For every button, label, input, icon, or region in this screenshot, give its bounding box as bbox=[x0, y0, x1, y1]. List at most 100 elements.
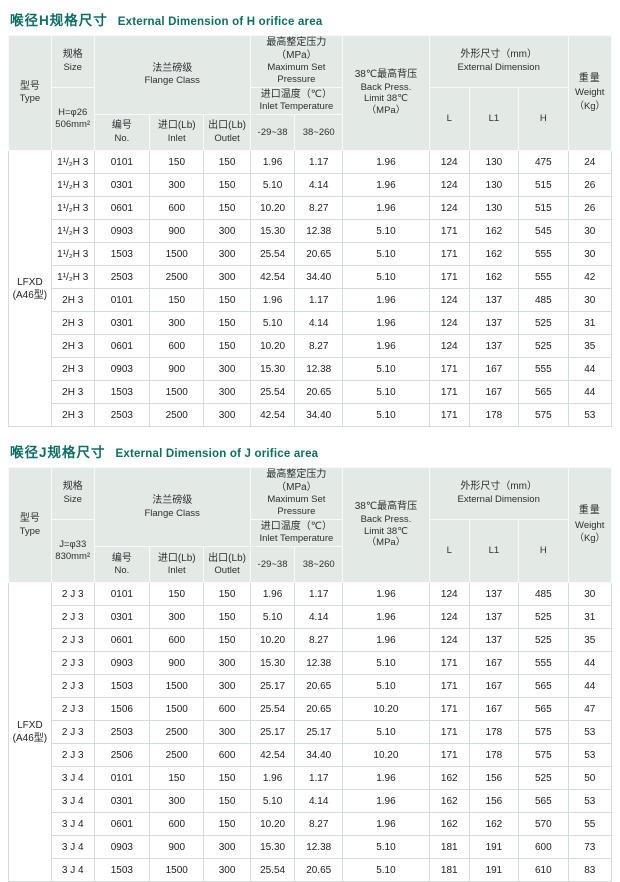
col-header-size: 规格 Size bbox=[50, 467, 95, 520]
outlet-cell: 300 bbox=[203, 357, 251, 382]
h-cell: 525 bbox=[518, 605, 569, 630]
inlet-cell: 1500 bbox=[149, 674, 205, 699]
temp-high-cell: 8.27 bbox=[294, 812, 344, 837]
temp-high-label: 38~260 bbox=[302, 126, 335, 138]
l1-cell: 156 bbox=[468, 766, 520, 791]
outlet-cell: 150 bbox=[203, 288, 251, 313]
temp-high-cell: 1.17 bbox=[294, 766, 344, 791]
col-h-label: H bbox=[539, 113, 547, 124]
col-l-label: L bbox=[446, 545, 452, 557]
h-cell: 545 bbox=[518, 219, 569, 244]
outlet-cell: 150 bbox=[203, 789, 251, 814]
back-press-cell: 1.96 bbox=[342, 766, 430, 791]
col-header-flange-class: 法兰磅级 Flange Class bbox=[93, 34, 251, 116]
temp-low-cell: 15.30 bbox=[249, 219, 296, 244]
weight-cell: 53 bbox=[567, 403, 613, 428]
table-row: 3 J 4 0903 900 300 15.30 12.38 5.10 181 191 600 73 bbox=[9, 835, 613, 860]
temp-high-cell: 20.65 bbox=[294, 674, 344, 699]
back-press-cell: 1.96 bbox=[342, 789, 430, 814]
h-cell: 525 bbox=[518, 766, 569, 791]
l-cell: 124 bbox=[428, 334, 470, 359]
size-cell: 2 J 3 bbox=[50, 651, 95, 676]
dim-en: External Dimension bbox=[457, 61, 540, 73]
weight-cell: 24 bbox=[567, 150, 613, 175]
weight-cell: 83 bbox=[567, 858, 613, 882]
inlet-cell: 150 bbox=[149, 288, 205, 313]
col-header-temp-high: 38~260 bbox=[294, 114, 344, 152]
no-cell: 2503 bbox=[93, 720, 151, 745]
inlet-cell: 2500 bbox=[149, 720, 205, 745]
no-cell: 0903 bbox=[93, 357, 151, 382]
table-row: 2H 3 2503 2500 300 42.54 34.40 5.10 171 178 575 53 bbox=[9, 403, 613, 428]
pressure-zh: 最高整定压力（MPa） bbox=[266, 469, 327, 493]
table-row: 1¹/₂H 3 0601 600 150 10.20 8.27 1.96 124 130 515 2… bbox=[9, 196, 613, 221]
size-cell: 2H 3 bbox=[50, 311, 95, 336]
weight-cell: 35 bbox=[567, 628, 613, 653]
outlet-cell: 300 bbox=[203, 835, 251, 860]
temp-high-cell: 1.17 bbox=[294, 582, 344, 607]
size-cell: 3 J 4 bbox=[50, 858, 95, 882]
section-title-en: External Dimension of J orifice area bbox=[115, 448, 319, 461]
weight-cell: 26 bbox=[567, 196, 613, 221]
size-cell: 2 J 3 bbox=[50, 605, 95, 630]
table-row: 1¹/₂H 3 0301 300 150 5.10 4.14 1.96 124 130 515 26 bbox=[9, 173, 613, 198]
table-row: 2H 3 0101 150 150 1.96 1.17 1.96 124 137 485 30 bbox=[9, 288, 613, 313]
back-press-cell: 5.10 bbox=[342, 403, 430, 428]
h-cell: 565 bbox=[518, 674, 569, 699]
weight-cell: 53 bbox=[567, 743, 613, 768]
weight-cell: 44 bbox=[567, 651, 613, 676]
inlet-cell: 900 bbox=[149, 219, 205, 244]
section-title-en: External Dimension of H orifice area bbox=[117, 16, 323, 28]
size-cell: 1¹/₂H 3 bbox=[50, 219, 95, 244]
l1-cell: 167 bbox=[468, 357, 520, 382]
inlet-cell: 600 bbox=[149, 196, 205, 221]
col-l-label: L bbox=[446, 113, 452, 124]
inlet-zh: 进口(Lb) bbox=[157, 552, 196, 564]
j-orifice-table: 型号 Type 规格 Size 法兰磅级 Flange Class 最高整定压力… bbox=[8, 467, 613, 882]
col-header-inlet: 进口(Lb) Inlet bbox=[149, 546, 205, 584]
temp-zh: 进口温度（℃） bbox=[260, 88, 333, 100]
l1-cell: 191 bbox=[468, 835, 520, 860]
outlet-cell: 300 bbox=[203, 219, 251, 244]
col-header-temp-low: -29~38 bbox=[249, 114, 296, 152]
temp-low-cell: 5.10 bbox=[249, 173, 296, 198]
outlet-cell: 150 bbox=[203, 605, 251, 630]
no-cell: 0301 bbox=[93, 605, 151, 630]
temp-low-cell: 25.17 bbox=[249, 720, 296, 745]
temp-low-cell: 15.30 bbox=[249, 357, 296, 382]
table-row: 2H 3 0301 300 150 5.10 4.14 1.96 124 137 525 31 bbox=[9, 311, 613, 336]
table-row: 3 J 4 0101 150 150 1.96 1.17 1.96 162 156 525 50 bbox=[9, 766, 613, 791]
back-press-cell: 5.10 bbox=[342, 357, 430, 382]
back-press-cell: 5.10 bbox=[342, 651, 430, 676]
table-row: 3 J 4 1503 1500 300 25.54 20.65 5.10 181 191 610 8… bbox=[9, 858, 613, 882]
h-cell: 555 bbox=[518, 265, 569, 290]
h-cell: 565 bbox=[518, 380, 569, 405]
outlet-cell: 150 bbox=[203, 173, 251, 198]
back-press-cell: 1.96 bbox=[342, 582, 430, 607]
no-cell: 0101 bbox=[93, 150, 151, 175]
temp-high-cell: 8.27 bbox=[294, 196, 344, 221]
j-orifice-table-body: LFXD (A46型) 2 J 3 0101 150 150 1.96 1.17 1.96 124… bbox=[8, 582, 613, 882]
outlet-cell: 150 bbox=[203, 150, 251, 175]
col-header-flange-class: 法兰磅级 Flange Class bbox=[93, 467, 251, 548]
h-cell: 525 bbox=[518, 628, 569, 653]
weight-cell: 55 bbox=[567, 812, 613, 837]
h-cell: 575 bbox=[518, 743, 569, 768]
weight-cell: 44 bbox=[567, 380, 613, 405]
l1-cell: 167 bbox=[468, 651, 520, 676]
table-row: 2H 3 0601 600 150 10.20 8.27 1.96 124 137 525 35 bbox=[9, 334, 613, 359]
table-row: 2H 3 1503 1500 300 25.54 20.65 5.10 171 167 565 44 bbox=[9, 380, 613, 405]
col-header-l1: L1 bbox=[468, 86, 520, 152]
h-orifice-table-body: LFXD (A46型) 1¹/₂H 3 0101 150 150 1.96 1.17 1.96 1… bbox=[8, 150, 613, 428]
h-cell: 600 bbox=[518, 835, 569, 860]
inlet-cell: 300 bbox=[149, 789, 205, 814]
table-row: LFXD (A46型) 2 J 3 0101 150 150 1.96 1.17 1.96 124… bbox=[8, 582, 613, 882]
outlet-cell: 300 bbox=[203, 242, 251, 267]
size-spec-line1: H=φ26 bbox=[58, 107, 88, 119]
table-row: LFXD (A46型) 1¹/₂H 3 0101 150 150 1.96 1.17 1.96 1… bbox=[8, 150, 613, 428]
temp-low-cell: 15.30 bbox=[249, 651, 296, 676]
h-orifice-table: 型号 Type 规格 Size 法兰磅级 Flange Class 最高整定压力… bbox=[8, 34, 613, 428]
temp-high-cell: 20.65 bbox=[294, 380, 344, 405]
l1-cell: 137 bbox=[468, 311, 520, 336]
weight-cell: 35 bbox=[567, 334, 613, 359]
